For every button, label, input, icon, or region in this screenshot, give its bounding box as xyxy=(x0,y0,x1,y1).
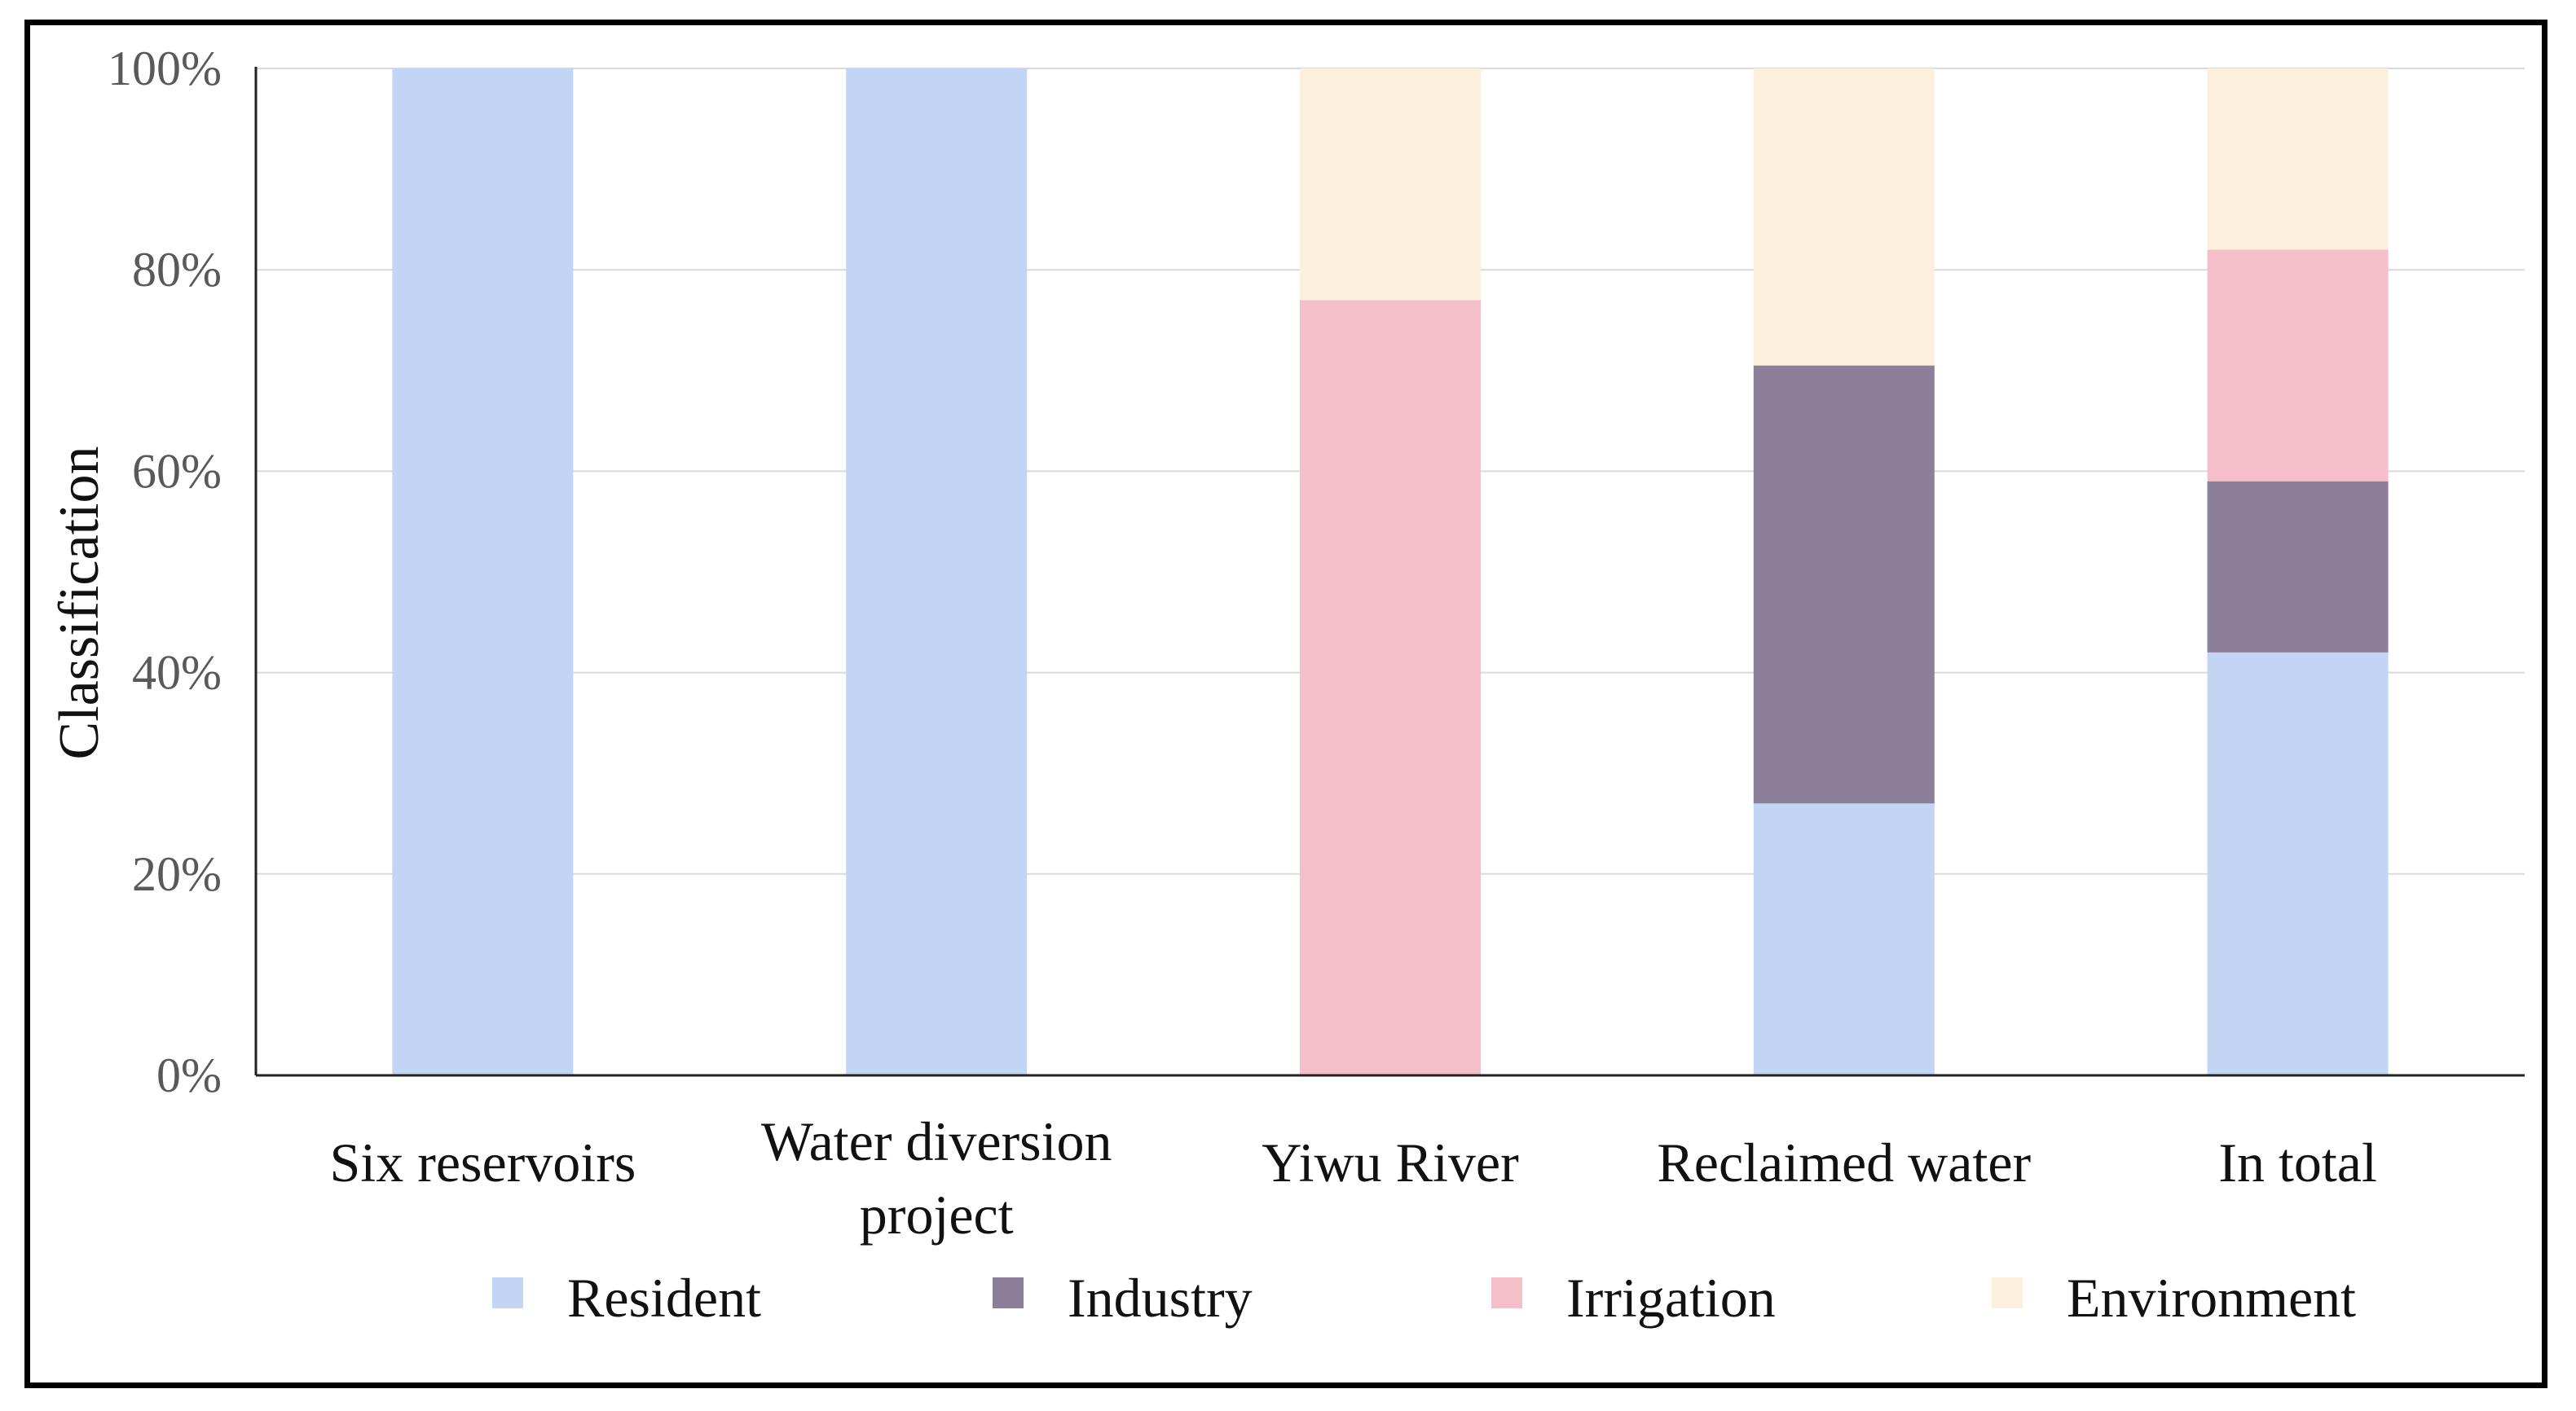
bar-segment-resident xyxy=(846,68,1028,1075)
bar-segment-industry xyxy=(1753,365,1935,804)
legend-swatch-irrigation xyxy=(1491,1277,1522,1308)
x-category-label: In total xyxy=(2218,1132,2377,1193)
x-category-label: Yiwu River xyxy=(1262,1132,1519,1193)
y-tick-label: 60% xyxy=(132,444,222,498)
y-tick-label: 20% xyxy=(132,847,222,901)
legend-label-environment: Environment xyxy=(2067,1267,2356,1329)
bars xyxy=(392,68,2389,1075)
bar-segment-environment xyxy=(2207,68,2389,250)
y-tick-label: 0% xyxy=(156,1048,222,1102)
x-category-label: Six reservoirs xyxy=(329,1132,636,1193)
bar-segment-resident xyxy=(1753,803,1935,1075)
y-tick-labels: 0% 20% 40% 60% 80% 100% xyxy=(108,42,222,1102)
bar-segment-industry xyxy=(2207,481,2389,653)
y-axis-label: Classification xyxy=(48,446,111,760)
legend-swatch-environment xyxy=(1992,1277,2023,1308)
x-category-labels: Six reservoirs Water diversion project Yiwu… xyxy=(329,1110,2376,1246)
bar-segment-irrigation xyxy=(1300,300,1481,1075)
y-tick-label: 80% xyxy=(132,243,222,297)
axes xyxy=(254,67,2525,1077)
bar-segment-resident xyxy=(2207,652,2389,1075)
x-category-label: Reclaimed water xyxy=(1657,1132,2031,1193)
legend: Resident Industry Irrigation Environment xyxy=(492,1267,2356,1329)
bar-segment-irrigation xyxy=(2207,249,2389,481)
legend-label-resident: Resident xyxy=(567,1267,761,1329)
y-tick-label: 100% xyxy=(108,42,222,95)
legend-label-industry: Industry xyxy=(1068,1267,1253,1329)
legend-swatch-resident xyxy=(492,1277,523,1308)
bar-segment-resident xyxy=(392,68,574,1075)
bar-segment-environment xyxy=(1753,68,1935,366)
bar-segment-environment xyxy=(1300,68,1481,301)
legend-swatch-industry xyxy=(993,1277,1024,1308)
x-category-label: project xyxy=(860,1184,1014,1246)
y-tick-label: 40% xyxy=(132,646,222,700)
legend-label-irrigation: Irrigation xyxy=(1566,1267,1776,1329)
x-category-label: Water diversion xyxy=(761,1110,1112,1172)
